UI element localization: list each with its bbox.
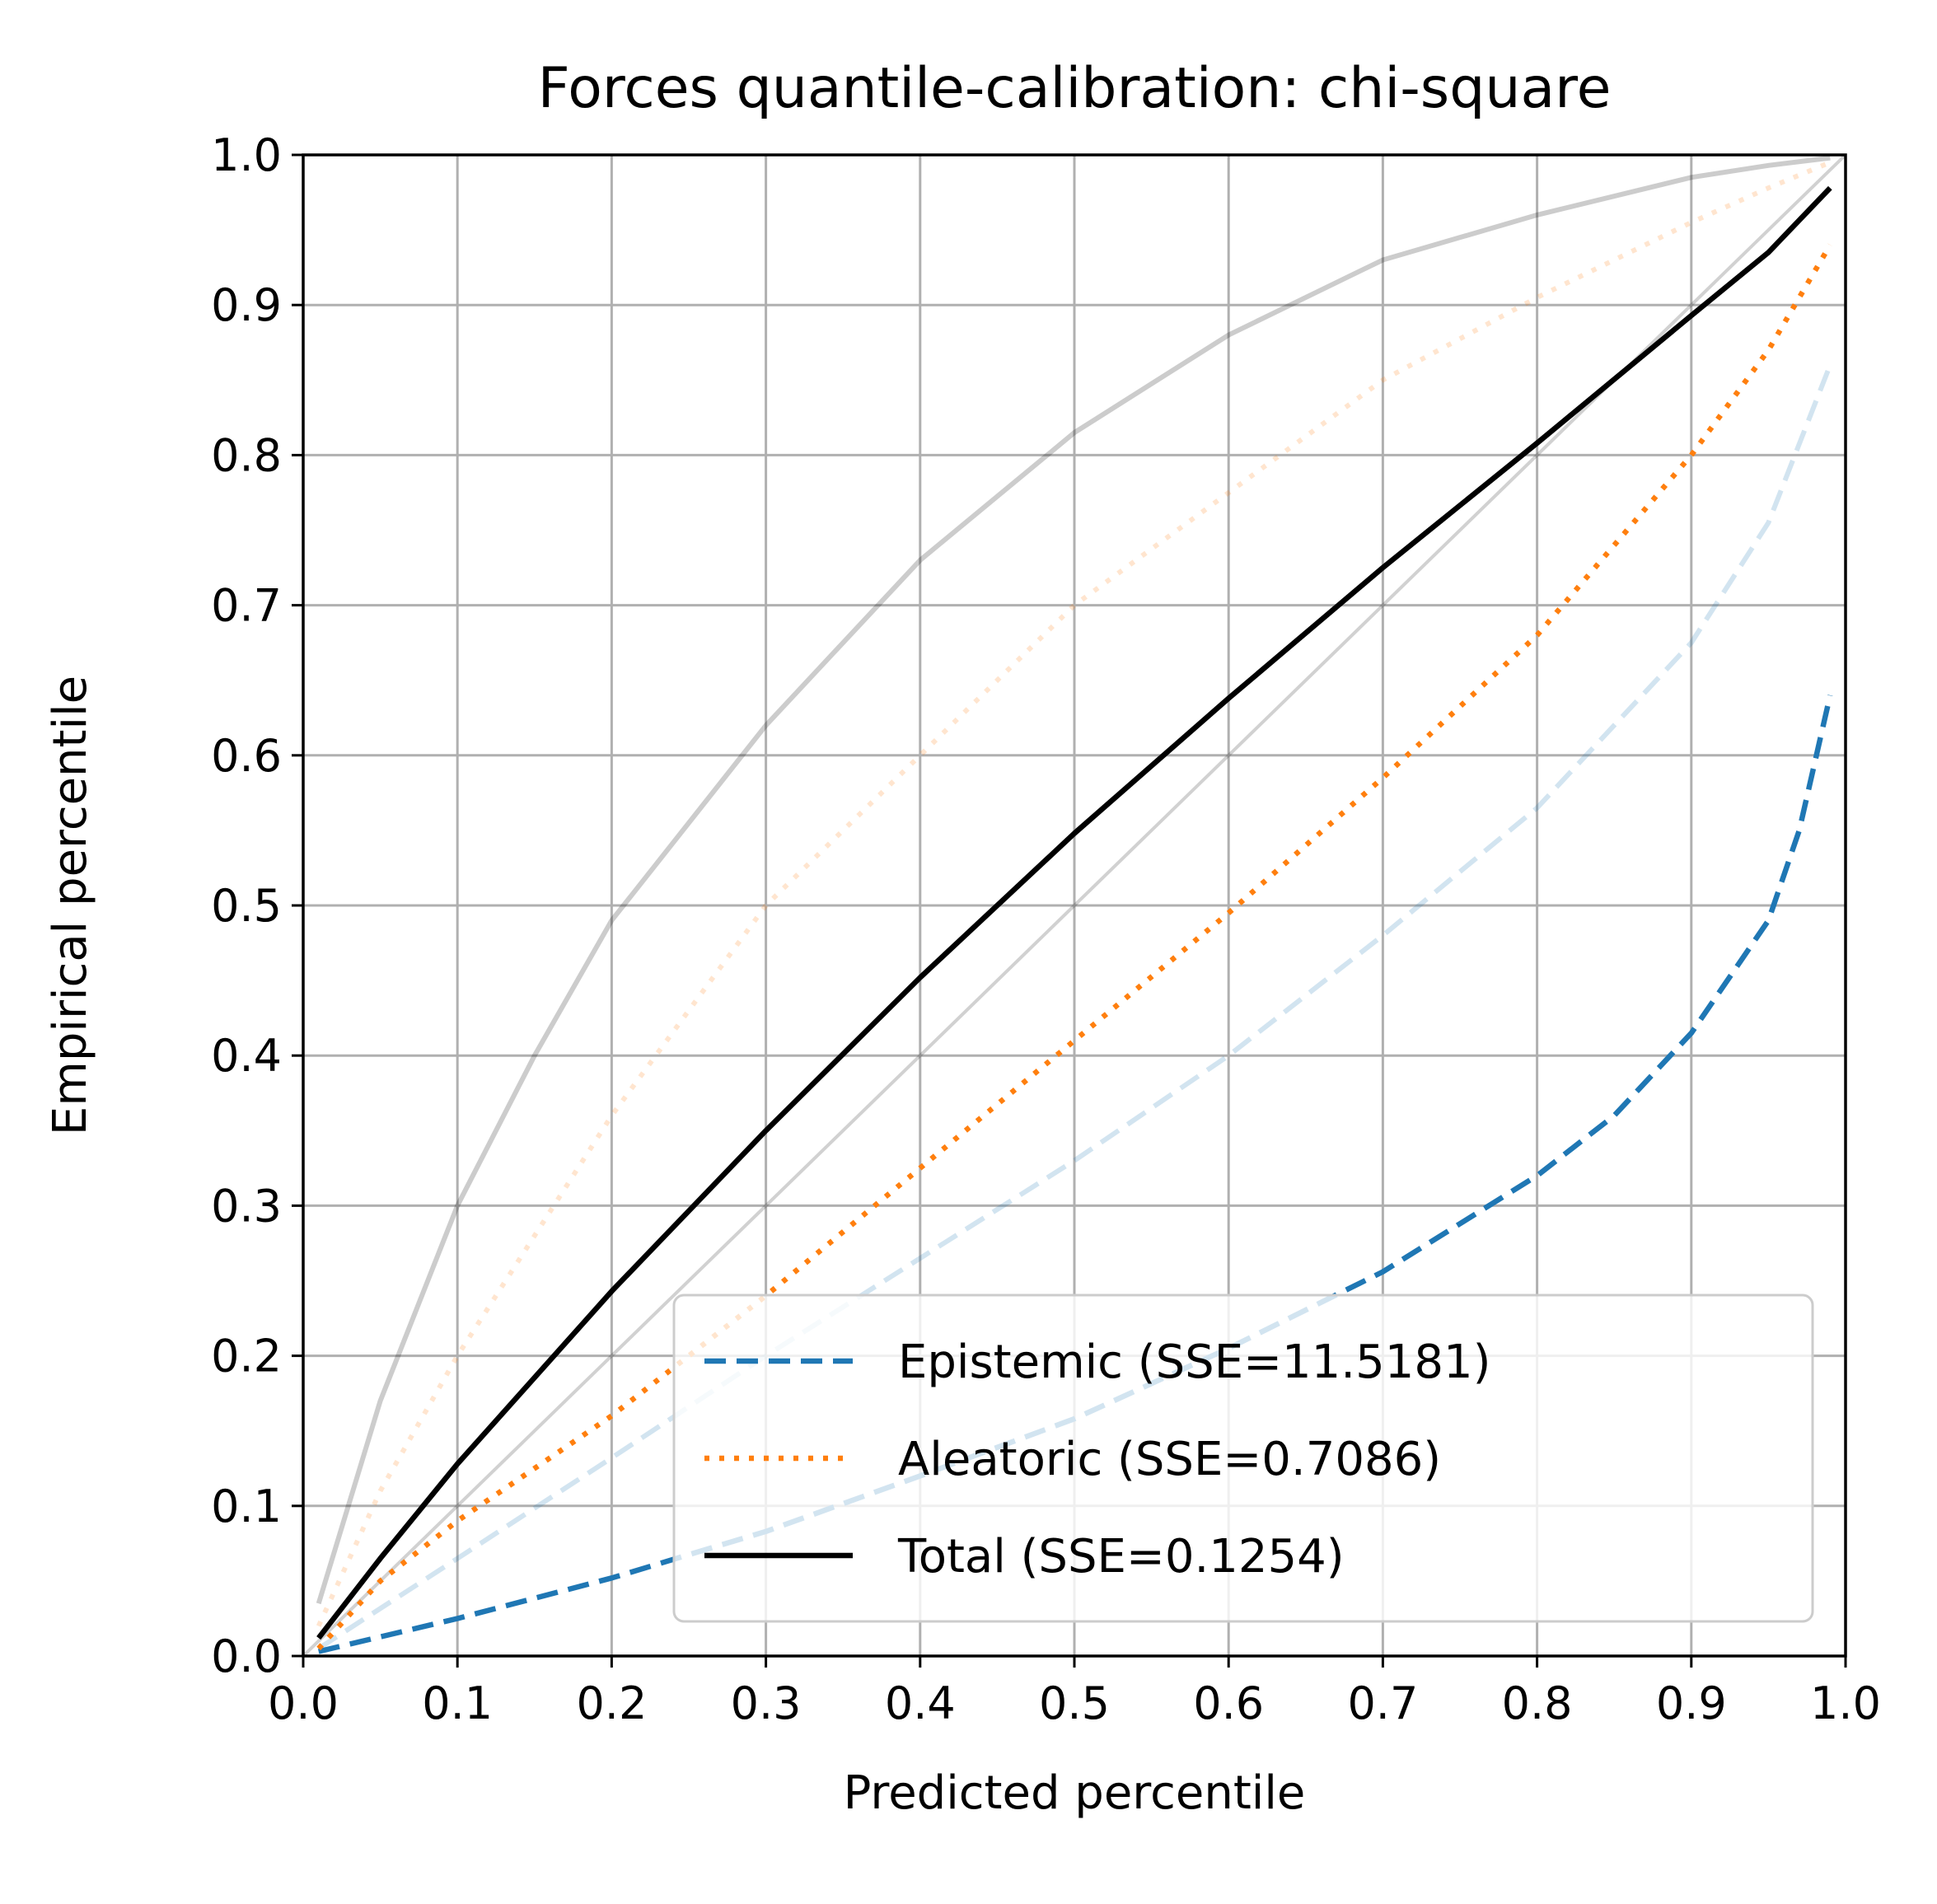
x-tick-label: 0.5 bbox=[1039, 1677, 1110, 1729]
y-tick-label: 0.6 bbox=[211, 730, 282, 782]
y-axis-label: Empirical percentile bbox=[44, 676, 97, 1135]
x-tick-label: 1.0 bbox=[1810, 1677, 1881, 1729]
x-axis-ticks: 0.0 0.1 0.2 0.3 0.4 0.5 0.6 0.7 0.8 0.9 1.0 bbox=[268, 1656, 1881, 1729]
series-line-2 bbox=[316, 185, 1832, 1640]
x-tick-label: 0.3 bbox=[731, 1677, 802, 1729]
reference-curve bbox=[303, 155, 1846, 1656]
chart-title: Forces quantile-calibration: chi-square bbox=[538, 56, 1612, 121]
y-tick-label: 0.8 bbox=[211, 429, 282, 481]
y-tick-label: 0.4 bbox=[211, 1030, 282, 1082]
x-tick-label: 0.6 bbox=[1193, 1677, 1264, 1729]
legend-box bbox=[672, 1294, 1814, 1623]
reference-curve bbox=[316, 155, 1831, 1605]
legend-label: Epistemic (SSE=11.5181) bbox=[898, 1336, 1490, 1389]
x-axis-label: Predicted percentile bbox=[844, 1766, 1306, 1820]
legend: Epistemic (SSE=11.5181) Aleatoric (SSE=0.… bbox=[672, 1294, 1814, 1623]
y-axis-ticks: 0.0 0.1 0.2 0.3 0.4 0.5 0.6 0.7 0.8 0.9 1.0 bbox=[211, 129, 303, 1682]
x-tick-label: 0.1 bbox=[422, 1677, 493, 1729]
x-tick-label: 0.2 bbox=[576, 1677, 647, 1729]
legend-label: Total (SSE=0.1254) bbox=[897, 1530, 1345, 1584]
y-tick-label: 0.3 bbox=[211, 1180, 282, 1232]
legend-label: Aleatoric (SSE=0.7086) bbox=[898, 1433, 1441, 1486]
y-tick-label: 0.1 bbox=[211, 1481, 282, 1532]
y-tick-label: 0.7 bbox=[211, 580, 282, 632]
reference-curves bbox=[303, 155, 1846, 1656]
x-tick-label: 0.0 bbox=[268, 1677, 339, 1729]
y-tick-label: 0.5 bbox=[211, 880, 282, 932]
x-tick-label: 0.8 bbox=[1502, 1677, 1573, 1729]
y-tick-label: 0.2 bbox=[211, 1331, 282, 1382]
y-tick-label: 0.0 bbox=[211, 1630, 282, 1682]
y-tick-label: 1.0 bbox=[211, 129, 282, 181]
x-tick-label: 0.4 bbox=[885, 1677, 956, 1729]
x-tick-label: 0.7 bbox=[1347, 1677, 1418, 1729]
y-tick-label: 0.9 bbox=[211, 279, 282, 331]
x-tick-label: 0.9 bbox=[1656, 1677, 1727, 1729]
